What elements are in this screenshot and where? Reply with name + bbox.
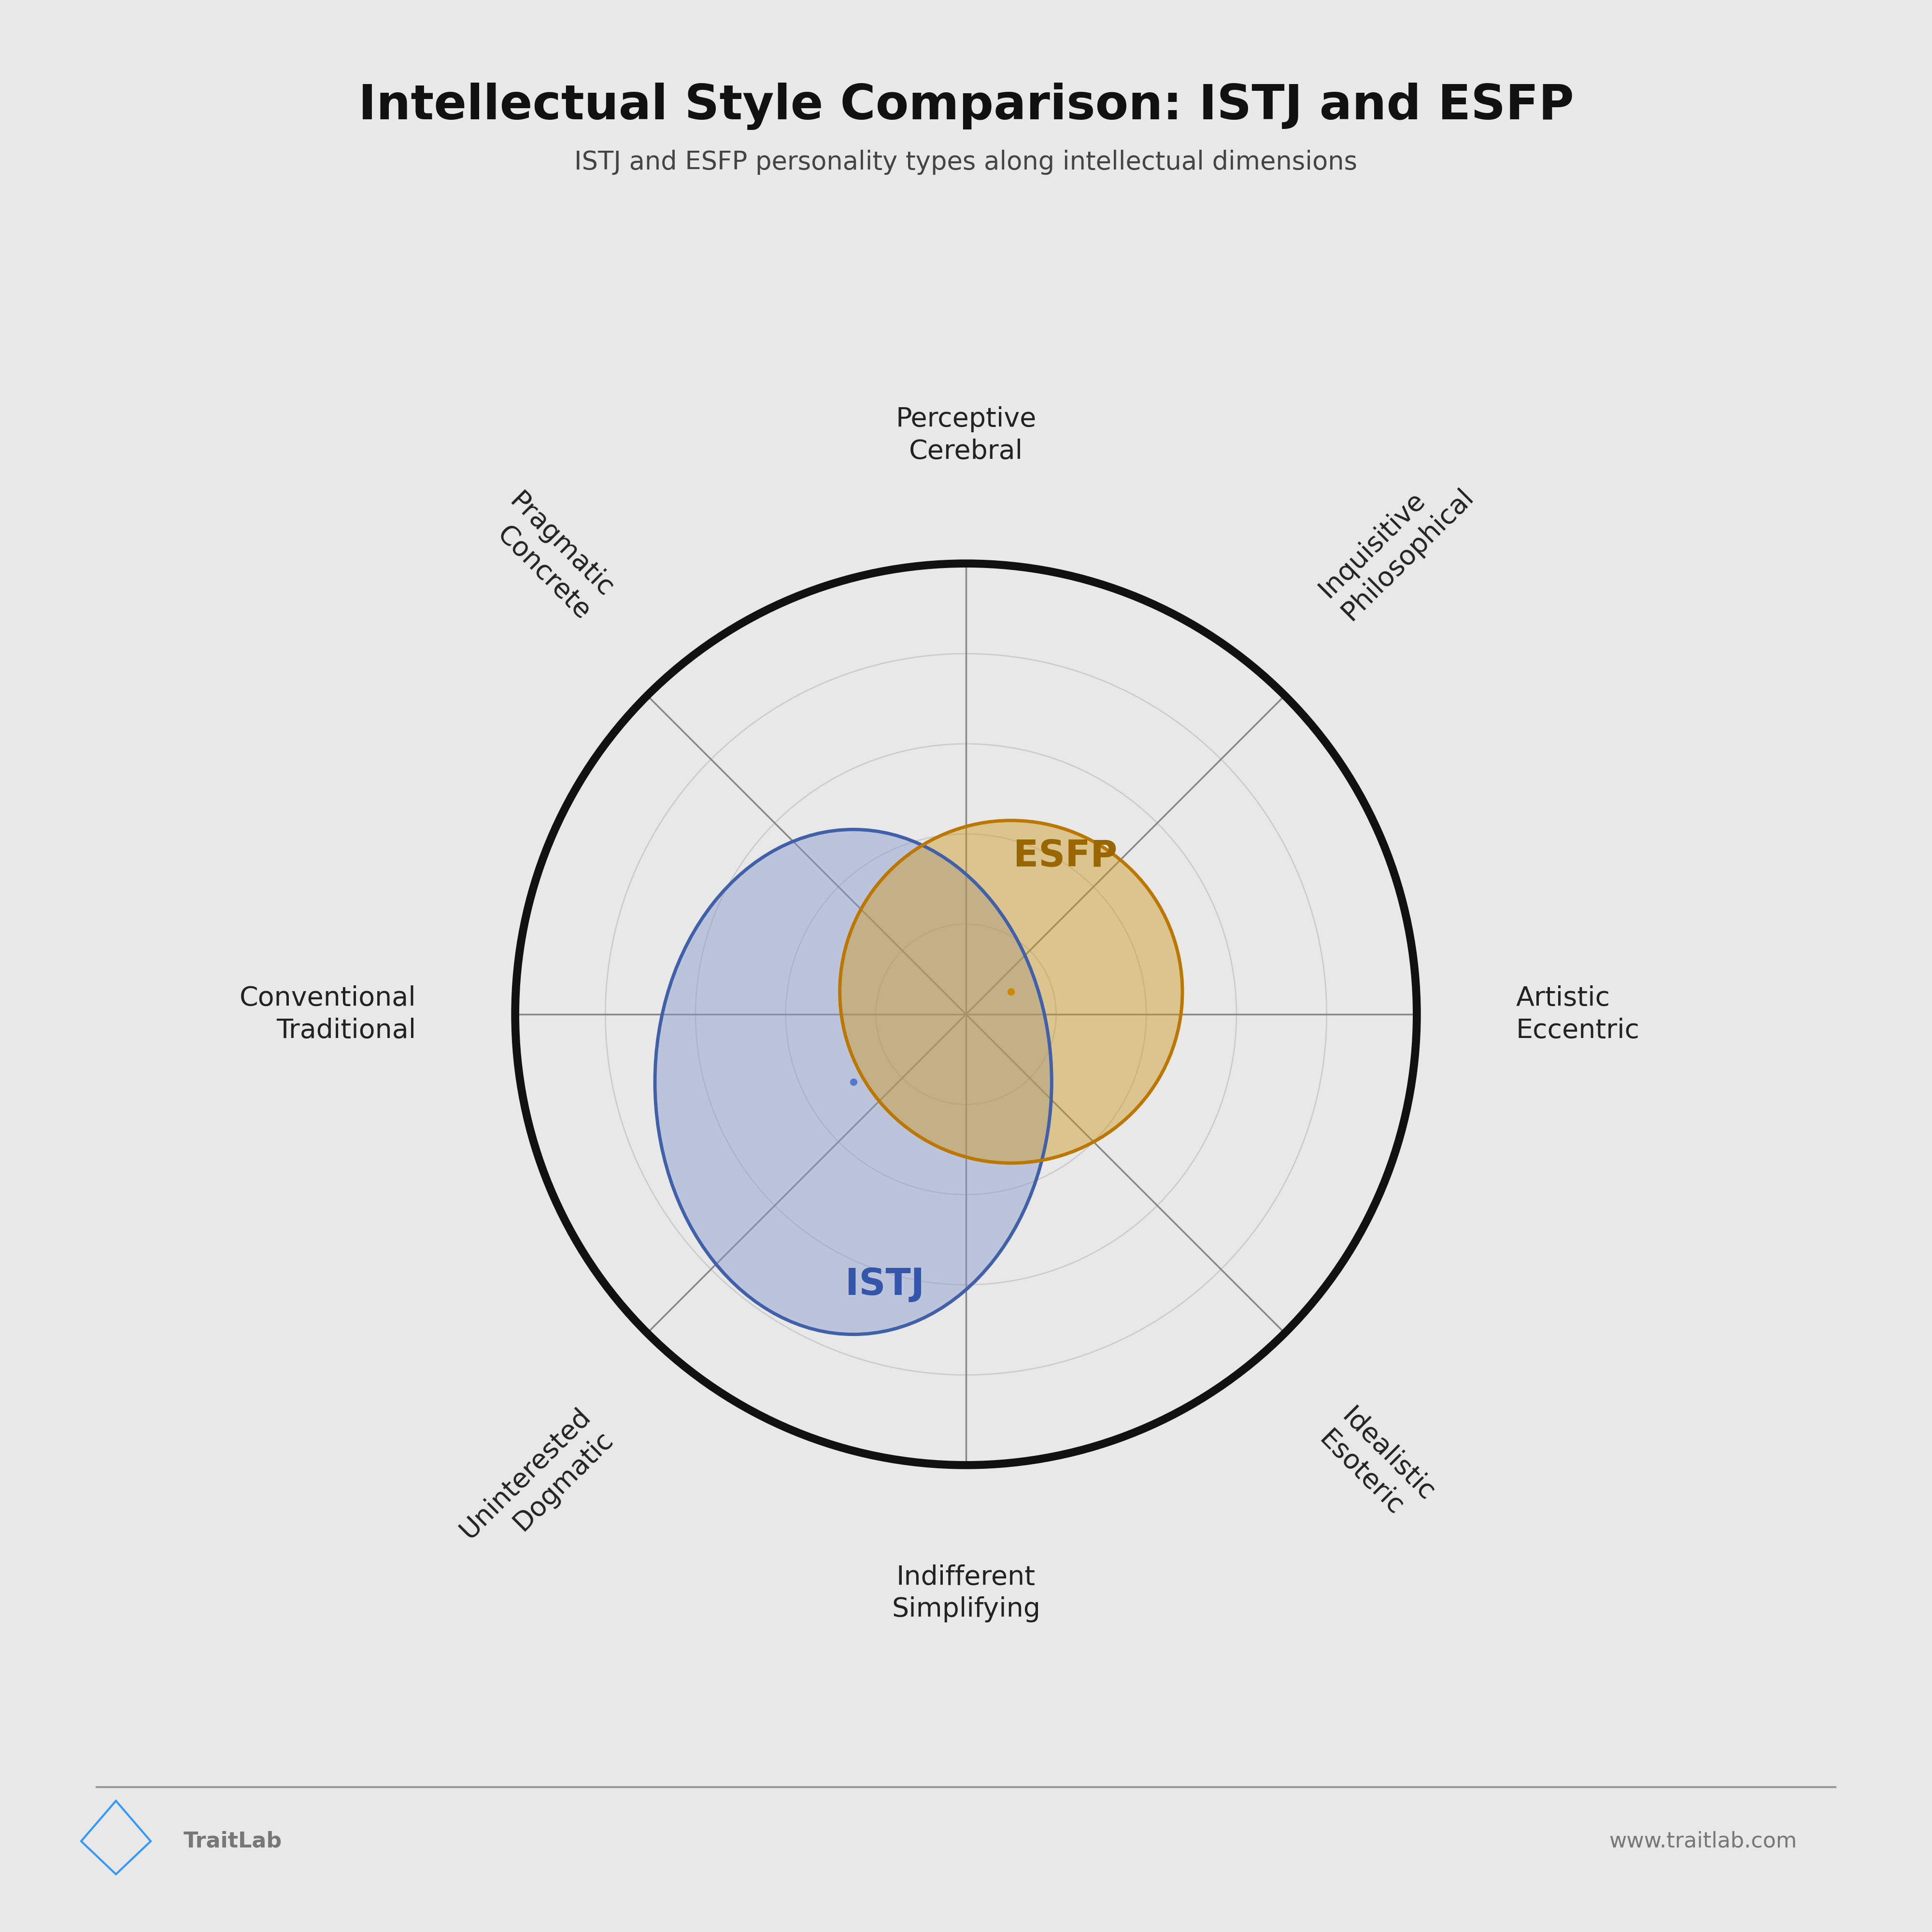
Text: www.traitlab.com: www.traitlab.com (1609, 1832, 1797, 1851)
Text: Uninterested
Dogmatic: Uninterested Dogmatic (454, 1403, 618, 1567)
Ellipse shape (840, 821, 1182, 1163)
Text: Pragmatic
Concrete: Pragmatic Concrete (481, 489, 618, 626)
Text: ESFP: ESFP (1012, 838, 1117, 875)
Text: ISTJ: ISTJ (846, 1267, 925, 1302)
Text: Idealistic
Esoteric: Idealistic Esoteric (1314, 1403, 1439, 1528)
Text: Inquisitive
Philosophical: Inquisitive Philosophical (1314, 460, 1478, 626)
Text: ISTJ and ESFP personality types along intellectual dimensions: ISTJ and ESFP personality types along in… (574, 151, 1358, 176)
Text: Intellectual Style Comparison: ISTJ and ESFP: Intellectual Style Comparison: ISTJ and … (357, 83, 1575, 129)
Text: Artistic
Eccentric: Artistic Eccentric (1517, 985, 1640, 1043)
Text: Indifferent
Simplifying: Indifferent Simplifying (893, 1565, 1039, 1623)
Ellipse shape (655, 829, 1051, 1335)
Text: TraitLab: TraitLab (184, 1832, 282, 1851)
Text: Conventional
Traditional: Conventional Traditional (240, 985, 415, 1043)
Text: Perceptive
Cerebral: Perceptive Cerebral (896, 406, 1036, 464)
